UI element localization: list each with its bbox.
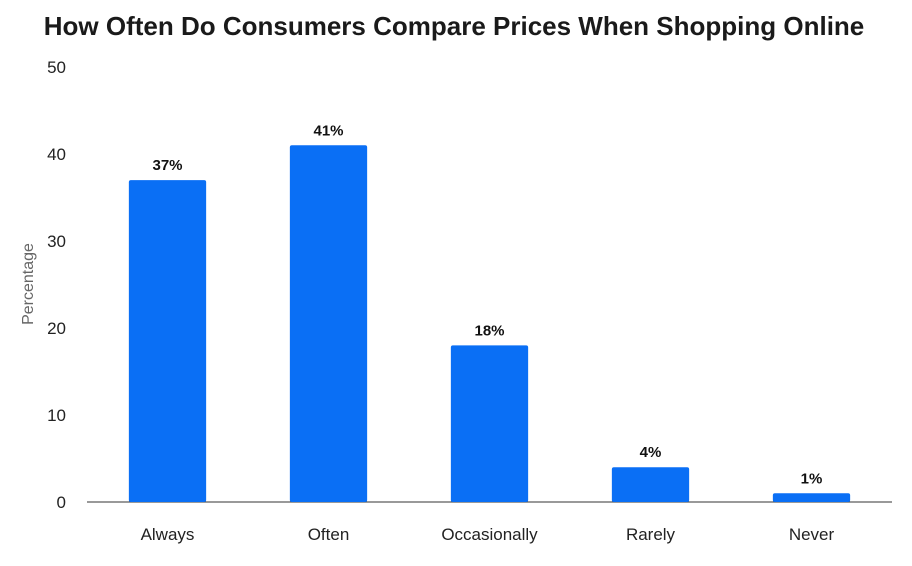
x-tick-label: Never [789, 525, 835, 544]
data-label: 41% [313, 122, 343, 139]
y-tick-label: 50 [47, 58, 66, 77]
y-tick-label: 0 [57, 493, 66, 512]
y-tick-label: 10 [47, 406, 66, 425]
bar-rarely [611, 467, 690, 502]
bar-often [289, 145, 368, 503]
bar-occasionally [450, 345, 529, 502]
bar-always [128, 180, 207, 502]
y-axis-label: Percentage [20, 243, 37, 325]
chart-title: How Often Do Consumers Compare Prices Wh… [44, 11, 865, 41]
x-tick-label: Rarely [626, 525, 676, 544]
x-tick-label: Often [308, 525, 350, 544]
x-tick-label: Occasionally [441, 525, 538, 544]
data-label: 37% [152, 157, 182, 174]
bars [128, 145, 851, 503]
data-label: 4% [640, 444, 662, 461]
bar-never [772, 493, 851, 502]
y-axis-ticks: 0 10 20 30 40 50 [47, 58, 66, 512]
y-tick-label: 40 [47, 145, 66, 164]
y-tick-label: 30 [47, 232, 66, 251]
y-tick-label: 20 [47, 319, 66, 338]
data-label: 18% [474, 322, 504, 339]
data-label: 1% [801, 470, 823, 487]
x-axis-ticks: Always Often Occasionally Rarely Never [141, 525, 835, 544]
x-tick-label: Always [141, 525, 195, 544]
data-labels: 37% 41% 18% 4% 1% [152, 122, 822, 487]
